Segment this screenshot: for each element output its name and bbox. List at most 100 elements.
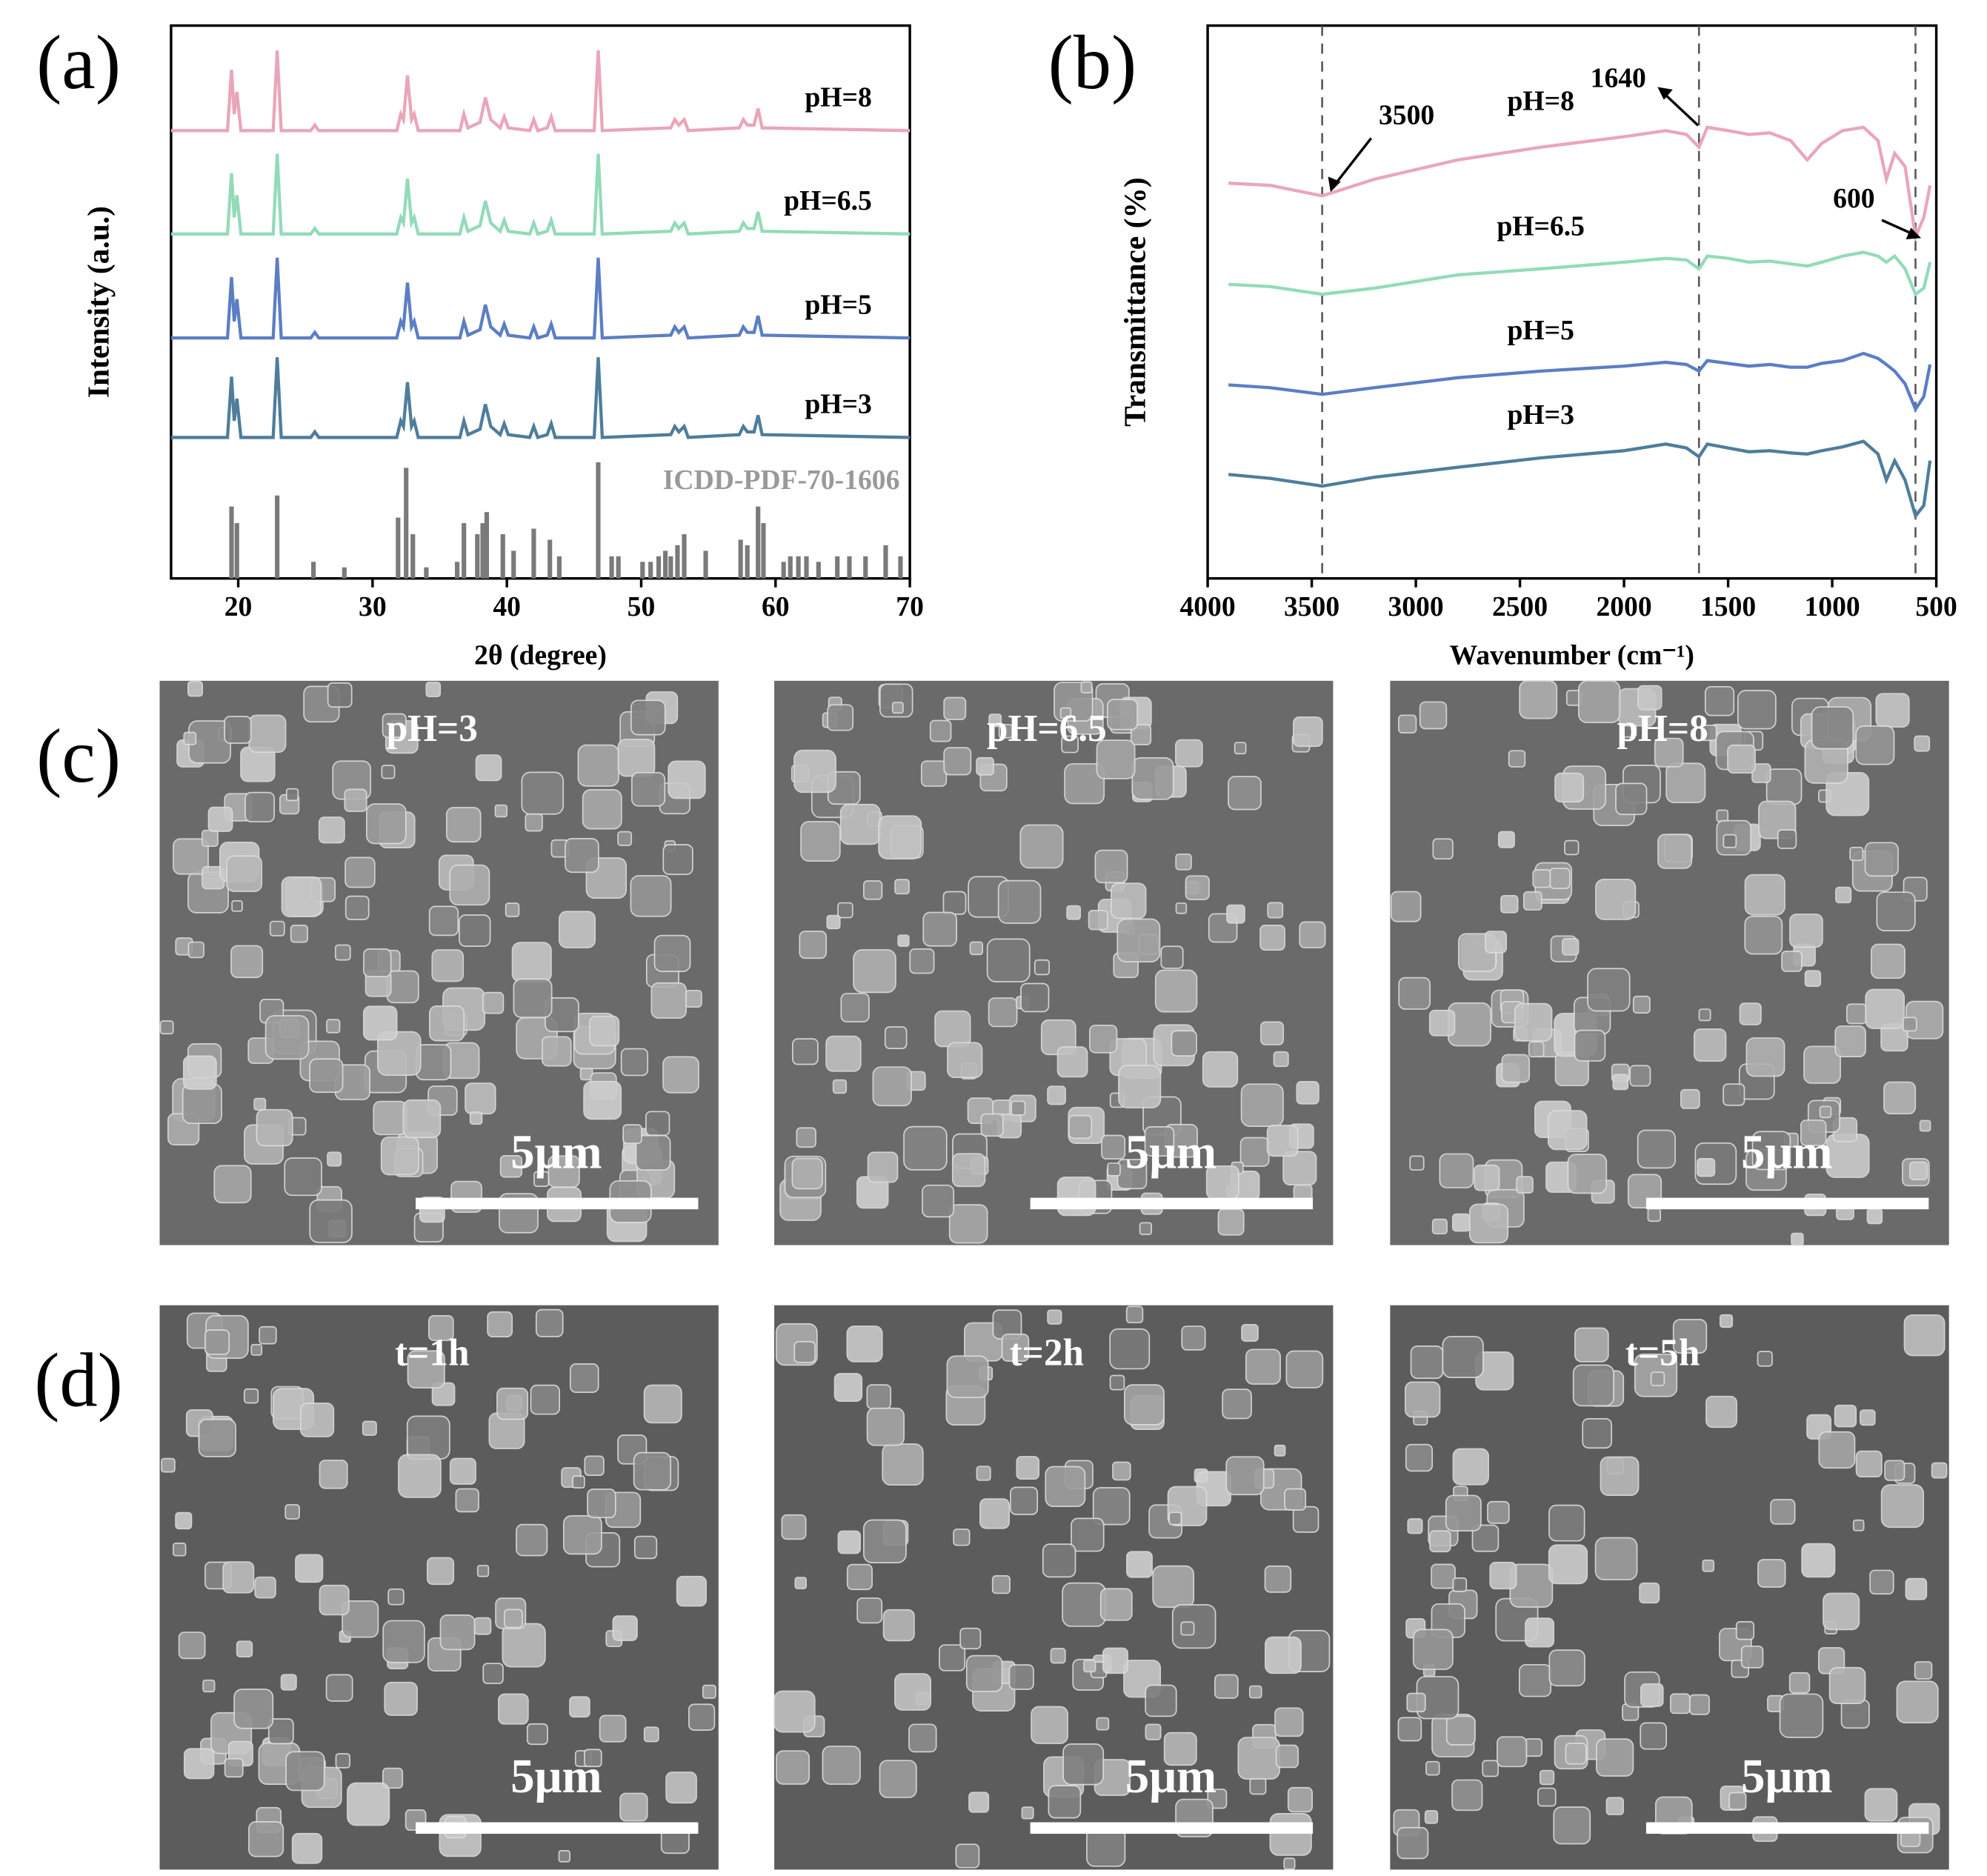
sem-crystal	[1056, 1176, 1096, 1217]
sem-crystal	[233, 1689, 274, 1729]
plot-frame	[1206, 24, 1938, 580]
sem-crystal	[558, 1850, 571, 1863]
sem-crystal	[793, 749, 836, 794]
series-label: pH=8	[1507, 85, 1574, 116]
sem-crystal	[1595, 879, 1637, 920]
sem-crystal	[1615, 782, 1648, 816]
reference-stick	[475, 533, 480, 579]
sem-crystal	[284, 1504, 300, 1520]
sem-crystal	[1062, 1743, 1105, 1786]
sem-crystal	[1567, 1154, 1608, 1194]
panel-letter: (b)	[1048, 20, 1137, 105]
sem-crystal	[1442, 1336, 1484, 1378]
sem-crystal	[1282, 1151, 1317, 1185]
sem-crystal	[853, 949, 896, 994]
sem-crystal	[1059, 707, 1072, 719]
annotations-b: 3500 1640 600	[1328, 62, 1922, 239]
sem-crystal	[347, 1782, 390, 1826]
sem-crystal	[1702, 1559, 1715, 1572]
x-axis-label: Wavenumber (cm⁻¹)	[1450, 639, 1694, 671]
sem-crystal	[259, 1325, 277, 1345]
sem-crystal	[445, 807, 482, 843]
sem-crystal	[1680, 1088, 1700, 1109]
reference-stick	[455, 562, 460, 579]
sem-crystal	[1066, 905, 1082, 920]
sem-crystal	[1819, 1105, 1832, 1119]
sem-crystal	[1744, 916, 1783, 955]
sem-crystal	[1031, 1706, 1068, 1744]
sem-crystal	[1554, 772, 1585, 803]
sem-crystal	[1409, 1155, 1425, 1171]
sem-crystal	[968, 1792, 990, 1813]
sem-crystal	[505, 902, 520, 917]
sem-crystal	[882, 1609, 915, 1642]
sem-caption: t=2h	[1010, 1331, 1084, 1374]
sem-crystal	[366, 803, 407, 845]
sem-crystal	[1130, 724, 1152, 745]
sem-crystal	[236, 1640, 253, 1657]
sem-crystal	[1071, 1517, 1105, 1552]
sem-crystal	[599, 1714, 627, 1743]
sem-crystal	[1021, 1806, 1034, 1820]
x-tick-label: 2000	[1596, 591, 1651, 622]
sem-crystal	[178, 1631, 206, 1660]
reference-stick	[781, 562, 786, 579]
sem-crystal	[1439, 1153, 1474, 1188]
sem-crystal	[1919, 1120, 1931, 1132]
sem-crystal	[1669, 1693, 1691, 1714]
reference-stick	[311, 562, 316, 579]
sem-crystal	[897, 934, 910, 947]
sem-crystal	[1428, 1009, 1456, 1037]
sem-crystal	[879, 1760, 917, 1798]
scale-bar-label: 5μm	[1741, 1750, 1832, 1803]
sem-crystal	[1429, 1530, 1451, 1553]
sem-crystal	[1451, 1779, 1483, 1812]
sem-crystal	[1528, 1041, 1545, 1058]
sem-crystal	[381, 765, 396, 779]
sem-crystal	[856, 1597, 883, 1624]
sem-crystal	[224, 716, 252, 744]
sem-crystal	[1818, 1431, 1856, 1469]
sem-crystal	[498, 1693, 529, 1725]
reference-stick	[835, 556, 840, 579]
reference-stick	[883, 545, 888, 579]
sem-crystal	[559, 911, 596, 948]
sem-crystal	[159, 1020, 174, 1035]
sem-crystal	[1109, 1374, 1125, 1391]
sem-crystal	[1549, 868, 1571, 889]
sem-crystal	[934, 1010, 971, 1048]
reference-stick	[531, 528, 536, 579]
sem-crystal	[1425, 1760, 1440, 1776]
sem-crystal	[250, 1343, 263, 1356]
sem-crystal	[224, 1757, 244, 1778]
sem-crystal	[222, 1561, 255, 1594]
sem-crystal	[1202, 1051, 1239, 1088]
sem-crystal	[653, 934, 691, 972]
sem-crystal	[175, 1511, 193, 1530]
sem-crystal	[846, 1325, 883, 1363]
sem-crystal	[1875, 693, 1910, 728]
sem-crystal	[1931, 1462, 1948, 1479]
sem-crystal	[879, 683, 913, 718]
sem-crystal	[1672, 1319, 1708, 1354]
sem-crystal	[909, 948, 935, 974]
sem-crystal	[1781, 951, 1803, 972]
sem-image: pH=3 5μm	[159, 680, 719, 1245]
chart: (b) 4000 3500 3000 2500 2000 1500 1000 500 Wavenu…	[1048, 20, 1957, 671]
sem-crystal	[542, 1036, 572, 1067]
sem-crystal	[1489, 1561, 1517, 1590]
sem-crystal	[183, 731, 197, 745]
sem-crystal	[1640, 1722, 1667, 1750]
sem-crystal	[326, 1019, 341, 1034]
sem-crystal	[1287, 1786, 1313, 1813]
reference-stick	[804, 556, 809, 579]
series-label: pH=3	[1507, 399, 1574, 430]
sem-crystal	[1594, 1537, 1638, 1580]
sem-crystal	[1089, 1024, 1118, 1054]
sem-crystal	[465, 1082, 496, 1115]
sem-crystal	[1757, 1351, 1773, 1367]
sem-crystal	[487, 1311, 513, 1337]
sem-crystal	[943, 747, 972, 776]
sem-crystal	[335, 1753, 350, 1769]
sem-crystal	[1650, 1371, 1665, 1386]
